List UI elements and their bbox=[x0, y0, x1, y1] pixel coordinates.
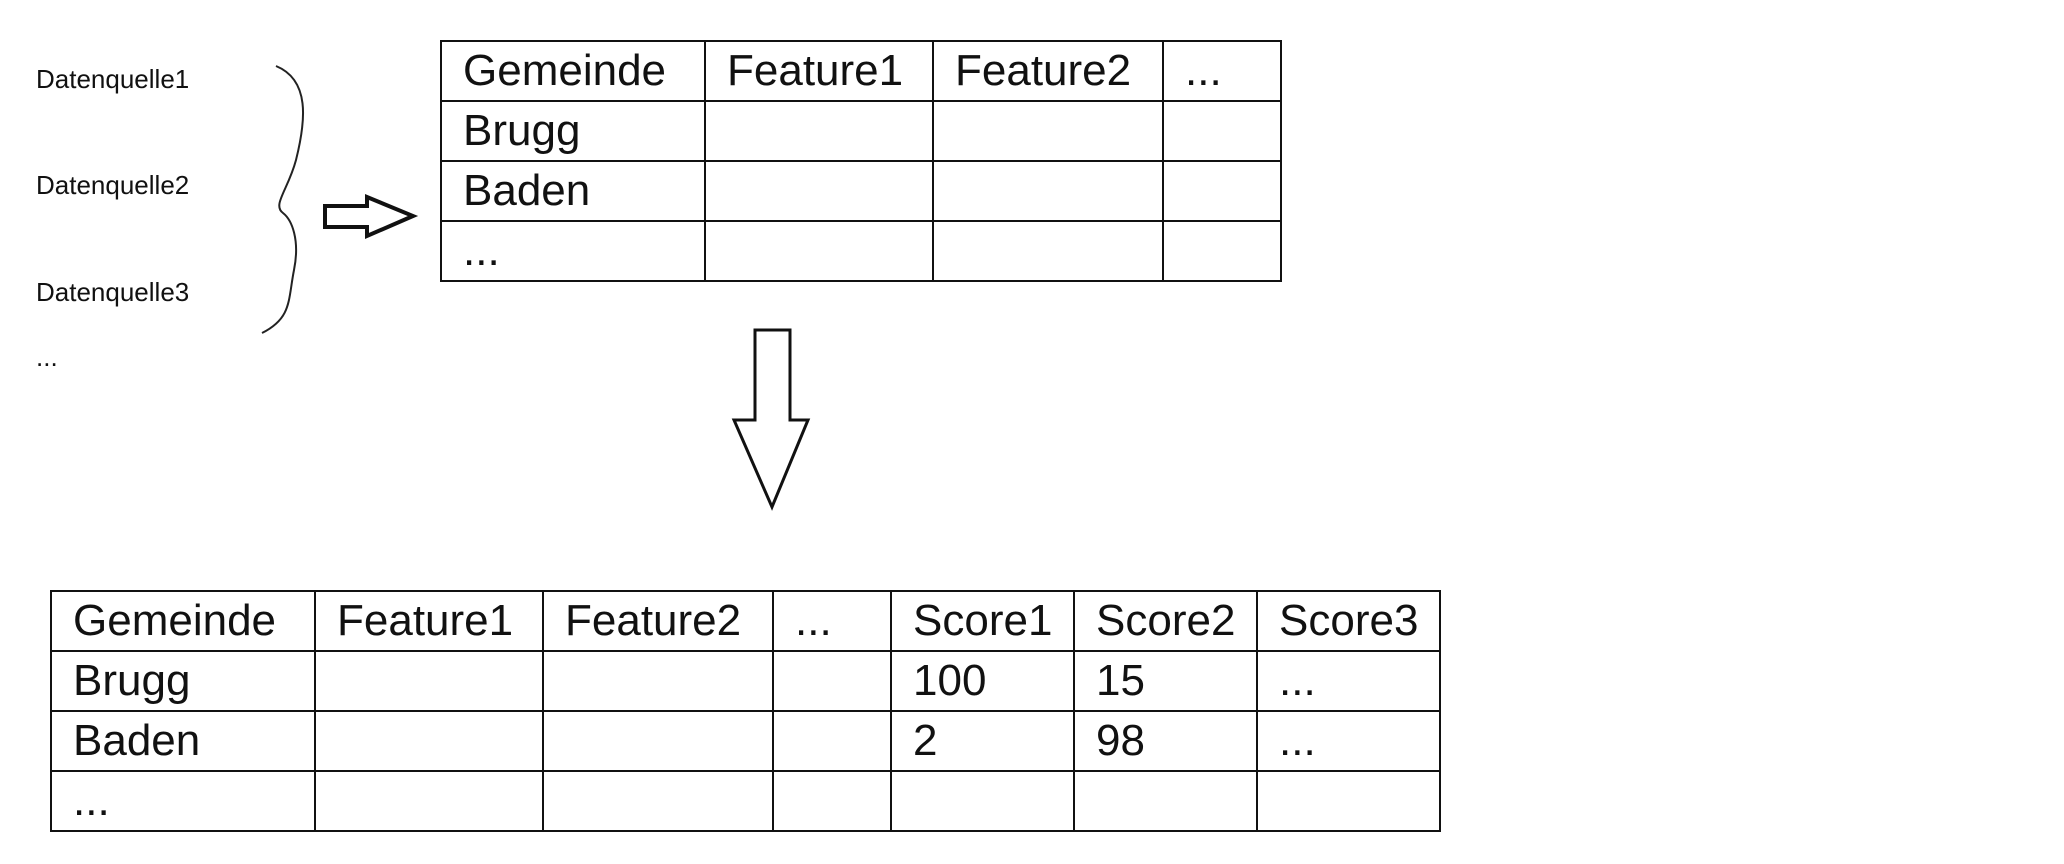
header-cell: Feature1 bbox=[704, 40, 934, 102]
table-cell bbox=[772, 710, 892, 772]
header-cell: Feature2 bbox=[542, 590, 774, 652]
data-source-2: Datenquelle2 bbox=[36, 170, 190, 200]
table-cell bbox=[1162, 160, 1282, 222]
table-cell: ... bbox=[50, 770, 316, 832]
table-cell bbox=[704, 100, 934, 162]
table-row: Brugg 100 15 ... bbox=[50, 650, 1441, 712]
data-source-3: Datenquelle3 bbox=[36, 277, 190, 307]
table-cell: 100 bbox=[890, 650, 1075, 712]
header-cell: Gemeinde bbox=[440, 40, 706, 102]
table-cell bbox=[932, 100, 1164, 162]
table-cell bbox=[704, 220, 934, 282]
table-cell bbox=[314, 770, 544, 832]
header-cell: Score2 bbox=[1073, 590, 1258, 652]
table-cell bbox=[772, 650, 892, 712]
table-cell bbox=[542, 650, 774, 712]
table-cell: ... bbox=[1256, 710, 1441, 772]
table-row: ... bbox=[440, 220, 1282, 282]
table-cell bbox=[314, 710, 544, 772]
header-cell: ... bbox=[1162, 40, 1282, 102]
table-cell bbox=[1162, 100, 1282, 162]
table-cell bbox=[932, 220, 1164, 282]
table-cell bbox=[1162, 220, 1282, 282]
header-cell: ... bbox=[772, 590, 892, 652]
table-row: Brugg bbox=[440, 100, 1282, 162]
table-cell: 98 bbox=[1073, 710, 1258, 772]
table-cell bbox=[704, 160, 934, 222]
table-cell: 2 bbox=[890, 710, 1075, 772]
header-cell: Feature1 bbox=[314, 590, 544, 652]
table-cell bbox=[314, 650, 544, 712]
table-cell: Baden bbox=[440, 160, 706, 222]
table-cell bbox=[1256, 770, 1441, 832]
table-row: Baden 2 98 ... bbox=[50, 710, 1441, 772]
curly-brace bbox=[261, 65, 304, 334]
feature-table: Gemeinde Feature1 Feature2 ... Brugg Bad… bbox=[440, 40, 1282, 282]
table-cell bbox=[772, 770, 892, 832]
table-cell bbox=[1073, 770, 1258, 832]
table-cell bbox=[542, 770, 774, 832]
data-source-more: ... bbox=[36, 342, 58, 372]
table-cell bbox=[932, 160, 1164, 222]
right-arrow bbox=[323, 194, 419, 240]
table-cell: Brugg bbox=[50, 650, 316, 712]
header-cell: Feature2 bbox=[932, 40, 1164, 102]
table-cell: Brugg bbox=[440, 100, 706, 162]
data-source-1: Datenquelle1 bbox=[36, 64, 190, 94]
down-arrow bbox=[731, 328, 811, 511]
table-cell: ... bbox=[440, 220, 706, 282]
table-row: Baden bbox=[440, 160, 1282, 222]
table-cell: Baden bbox=[50, 710, 316, 772]
header-cell: Score3 bbox=[1256, 590, 1441, 652]
score-table: Gemeinde Feature1 Feature2 ... Score1 Sc… bbox=[50, 590, 1441, 832]
table-cell bbox=[890, 770, 1075, 832]
header-cell: Gemeinde bbox=[50, 590, 316, 652]
table-cell: ... bbox=[1256, 650, 1441, 712]
table-cell bbox=[542, 710, 774, 772]
table-row: ... bbox=[50, 770, 1441, 832]
table-header-row: Gemeinde Feature1 Feature2 ... Score1 Sc… bbox=[50, 590, 1441, 652]
header-cell: Score1 bbox=[890, 590, 1075, 652]
table-cell: 15 bbox=[1073, 650, 1258, 712]
table-header-row: Gemeinde Feature1 Feature2 ... bbox=[440, 40, 1282, 102]
